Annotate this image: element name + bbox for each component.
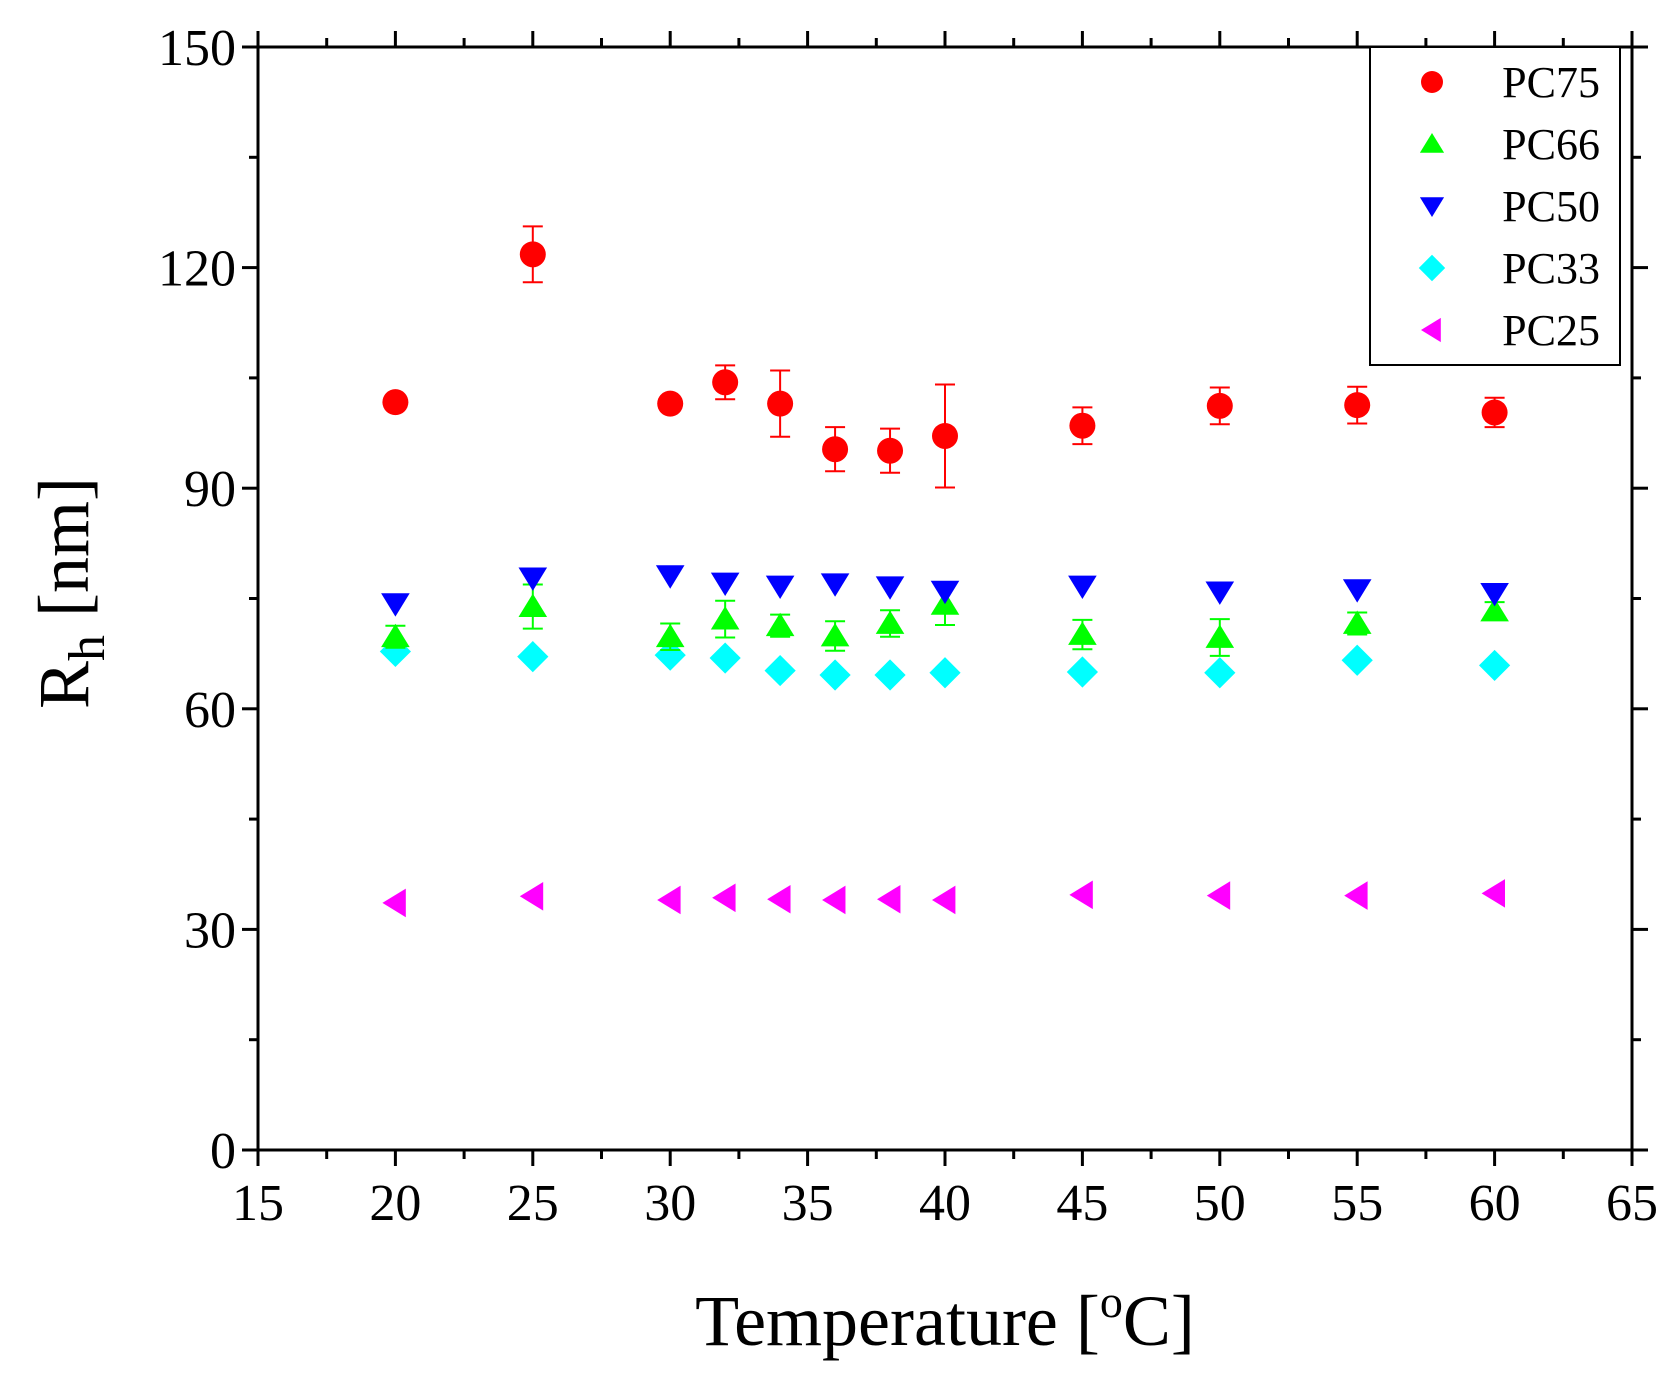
data-series — [379, 225, 1511, 918]
legend-label-pc25: PC25 — [1502, 306, 1600, 355]
data-point-pc75 — [1069, 412, 1096, 439]
legend-box — [1369, 46, 1621, 366]
data-point-pc75 — [382, 389, 409, 416]
data-point-pc75 — [657, 390, 684, 417]
data-point-pc25 — [822, 885, 846, 915]
legend-label-pc66: PC66 — [1502, 120, 1600, 169]
data-point-pc33 — [1479, 649, 1511, 682]
legend-marker-pc50 — [1419, 197, 1445, 217]
data-point-pc33 — [929, 657, 961, 689]
data-point-pc75 — [767, 390, 794, 417]
x-tick-label: 25 — [507, 1175, 559, 1232]
legend-marker-pc75 — [1421, 71, 1443, 93]
data-point-pc25 — [519, 882, 544, 911]
data-point-pc75 — [1344, 392, 1371, 419]
x-tick-label: 15 — [232, 1175, 284, 1232]
series-pc33 — [379, 635, 1511, 691]
data-point-pc50 — [875, 576, 905, 600]
y-tick-labels: 0 30 60 90 120 150 — [158, 20, 236, 1180]
x-tick-label: 35 — [782, 1175, 834, 1232]
data-point-pc25 — [1481, 879, 1505, 908]
data-point-pc25 — [382, 888, 406, 918]
data-point-pc75 — [1206, 392, 1233, 419]
x-tick-label: 20 — [369, 1175, 421, 1232]
data-point-pc66 — [765, 612, 795, 637]
data-point-pc25 — [1206, 881, 1231, 910]
data-point-pc50 — [1342, 579, 1372, 603]
y-tick-label: 0 — [210, 1123, 236, 1180]
data-point-pc50 — [518, 567, 548, 591]
x-tick-label: 60 — [1469, 1175, 1521, 1232]
data-point-pc50 — [765, 575, 795, 599]
x-tick-label: 50 — [1194, 1175, 1246, 1232]
data-point-pc33 — [764, 654, 796, 687]
data-point-pc25 — [657, 885, 681, 915]
data-point-pc50 — [1205, 581, 1235, 605]
y-tick-label: 30 — [184, 902, 236, 959]
data-point-pc75 — [822, 436, 849, 463]
y-tick-label: 150 — [158, 20, 236, 77]
legend-label-pc50: PC50 — [1502, 182, 1600, 231]
y-tick-label: 60 — [184, 682, 236, 739]
x-tick-label: 40 — [919, 1175, 971, 1232]
x-tick-label: 45 — [1056, 1175, 1108, 1232]
data-point-pc50 — [930, 580, 960, 605]
data-point-pc66 — [820, 623, 850, 647]
data-point-pc33 — [819, 659, 851, 691]
data-point-pc66 — [710, 606, 740, 630]
x-axis-title: Temperature [oC] — [695, 1276, 1195, 1361]
series-pc50 — [381, 565, 1509, 617]
data-point-pc33 — [654, 639, 686, 671]
x-tick-label: 65 — [1606, 1175, 1658, 1232]
data-point-pc75 — [712, 369, 739, 396]
axis-ticks — [242, 31, 1648, 1166]
data-point-pc50 — [1068, 575, 1097, 599]
data-point-pc33 — [1341, 644, 1373, 676]
data-point-pc75 — [519, 241, 546, 268]
legend-marker-pc66 — [1419, 133, 1445, 153]
legend-label-pc33: PC33 — [1502, 244, 1600, 293]
y-axis-title: Rh [nm] — [24, 477, 116, 709]
data-point-pc33 — [517, 640, 549, 673]
y-tick-label: 90 — [184, 461, 236, 518]
data-point-pc50 — [710, 572, 740, 597]
x-tick-label: 55 — [1331, 1175, 1383, 1232]
data-point-pc66 — [875, 610, 905, 634]
data-point-pc25 — [767, 884, 791, 914]
data-point-pc33 — [1066, 656, 1098, 688]
data-point-pc75 — [877, 437, 904, 464]
data-point-pc25 — [1344, 881, 1368, 910]
x-tick-labels: 15 20 25 30 35 40 45 50 55 60 65 — [232, 1175, 1658, 1232]
legend-label-pc75: PC75 — [1502, 58, 1600, 107]
data-point-pc75 — [1481, 399, 1508, 426]
data-point-pc33 — [874, 659, 906, 691]
y-tick-label: 120 — [158, 241, 236, 298]
data-point-pc66 — [1205, 624, 1235, 648]
data-point-pc50 — [1480, 582, 1509, 607]
data-point-pc50 — [820, 573, 850, 597]
data-point-pc66 — [655, 623, 685, 648]
legend: PC75 PC66 PC50 PC33 PC25 — [1369, 46, 1621, 366]
data-point-pc50 — [655, 565, 685, 589]
legend-marker-pc33 — [1418, 254, 1446, 282]
data-point-pc25 — [932, 885, 956, 915]
data-point-pc66 — [381, 623, 410, 648]
x-tick-label: 30 — [644, 1175, 696, 1232]
data-point-pc66 — [518, 593, 548, 617]
data-point-pc66 — [1342, 610, 1372, 634]
legend-marker-pc25 — [1421, 317, 1441, 343]
series-pc75 — [382, 225, 1508, 489]
data-point-pc25 — [1069, 880, 1093, 910]
data-point-pc33 — [379, 635, 411, 668]
data-point-pc33 — [1204, 657, 1236, 689]
data-point-pc25 — [712, 883, 736, 913]
data-point-pc25 — [877, 884, 901, 914]
data-point-pc75 — [932, 422, 958, 449]
data-point-pc50 — [381, 593, 410, 617]
data-point-pc33 — [709, 642, 741, 674]
series-pc25 — [382, 879, 1505, 918]
data-point-pc66 — [1480, 598, 1509, 622]
data-point-pc66 — [1068, 621, 1097, 645]
